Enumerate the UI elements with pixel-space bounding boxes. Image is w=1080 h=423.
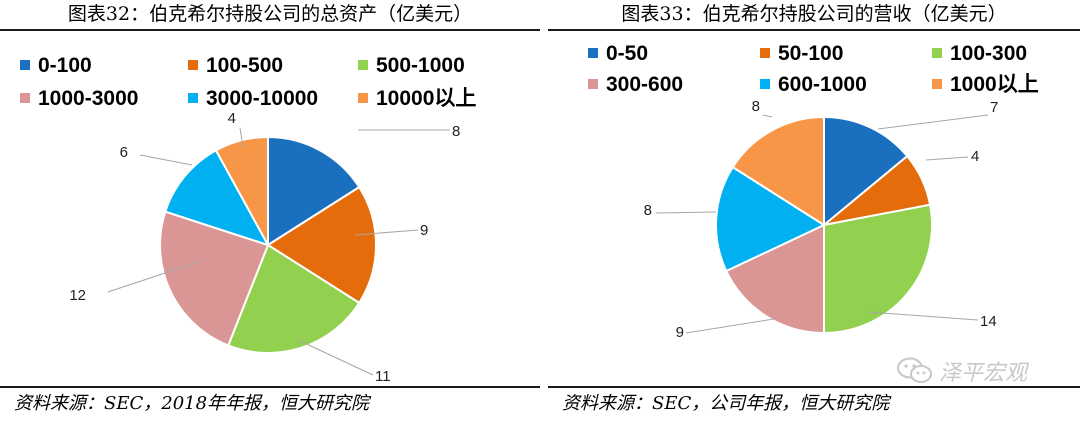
legend-label: 1000-3000 xyxy=(38,87,138,110)
legend-swatch xyxy=(358,93,368,103)
data-label: 4 xyxy=(228,110,236,127)
chart-title: 图表33：伯克希尔持股公司的营收（亿美元） xyxy=(621,3,1007,25)
source-note: 资料来源：SEC，公司年报，恒大研究院 xyxy=(562,393,890,414)
source-divider xyxy=(548,386,1080,388)
legend-swatch xyxy=(760,79,770,89)
wechat-icon xyxy=(897,357,932,383)
pie-chart-total-assets: 0-100 100-500 500-1000 1000-3000 3000-10000 1… xyxy=(20,54,476,385)
pie-slice xyxy=(731,115,825,227)
leader-line xyxy=(655,211,717,214)
legend-swatch xyxy=(188,93,198,103)
legend-label: 300-600 xyxy=(606,73,683,96)
pie-slice xyxy=(715,165,827,273)
leader-line xyxy=(107,261,199,293)
leader-line xyxy=(354,229,419,236)
leader-line xyxy=(762,114,773,118)
leader-line xyxy=(867,311,979,321)
pie-slice xyxy=(724,223,825,335)
leader-line xyxy=(139,154,193,166)
data-label: 8 xyxy=(752,98,760,115)
legend-label: 0-100 xyxy=(38,54,92,77)
pie-slice xyxy=(159,210,270,347)
data-label: 8 xyxy=(452,123,460,140)
legend-label: 600-1000 xyxy=(778,73,867,96)
data-label: 12 xyxy=(69,287,86,304)
pie-slice xyxy=(226,243,361,355)
legend-label: 500-1000 xyxy=(376,54,465,77)
legend-swatch xyxy=(588,79,598,89)
legend-label: 100-300 xyxy=(950,42,1027,65)
source-divider xyxy=(0,386,540,388)
watermark-text: 泽平宏观 xyxy=(939,361,1028,386)
pie-slice xyxy=(214,135,269,246)
legend-swatch xyxy=(588,48,598,58)
legend-swatch xyxy=(932,79,942,89)
legend-swatch xyxy=(760,48,770,58)
pie-chart-revenue: 0-50 50-100 100-300 300-600 600-1000 1000以上 7 4… xyxy=(588,42,1039,341)
leader-line xyxy=(239,127,244,148)
data-label: 9 xyxy=(420,222,428,239)
leader-line xyxy=(925,156,969,161)
chart-panel-revenue: 图表33：伯克希尔持股公司的营收（亿美元） 0-50 50-100 100-300 3… xyxy=(548,0,1080,423)
pie-slice xyxy=(164,149,271,247)
legend-swatch xyxy=(188,60,198,70)
data-label: 8 xyxy=(644,202,652,219)
legend-label: 50-100 xyxy=(778,42,843,65)
legend-label: 1000以上 xyxy=(950,73,1039,96)
title-divider xyxy=(548,29,1080,31)
legend-swatch xyxy=(932,48,942,58)
data-label: 7 xyxy=(990,99,998,116)
legend-swatch xyxy=(358,60,368,70)
pie-slice xyxy=(823,203,933,335)
legend-label: 100-500 xyxy=(206,54,283,77)
chart-panel-total-assets: 图表32：伯克希尔持股公司的总资产（亿美元） 0-100 100-500 500-1… xyxy=(0,3,540,414)
legend-label: 10000以上 xyxy=(376,87,476,110)
legend-swatch xyxy=(20,60,30,70)
data-label: 4 xyxy=(971,148,979,165)
data-label: 9 xyxy=(676,324,684,341)
chart-title: 图表32：伯克希尔持股公司的总资产（亿美元） xyxy=(67,3,473,25)
leader-line xyxy=(685,318,775,334)
data-label: 11 xyxy=(375,368,391,385)
data-label: 6 xyxy=(120,144,128,161)
pie-slice xyxy=(267,135,361,247)
title-divider xyxy=(0,29,540,31)
legend-swatch xyxy=(20,93,30,103)
pie-slice xyxy=(266,185,377,305)
leader-line xyxy=(297,339,374,376)
leader-line xyxy=(877,114,989,130)
source-note: 资料来源：SEC，2018年年报，恒大研究院 xyxy=(14,393,370,414)
data-label: 14 xyxy=(980,313,997,330)
legend-label: 3000-10000 xyxy=(206,87,318,110)
pie-slice xyxy=(823,115,909,228)
legend-label: 0-50 xyxy=(606,42,648,65)
